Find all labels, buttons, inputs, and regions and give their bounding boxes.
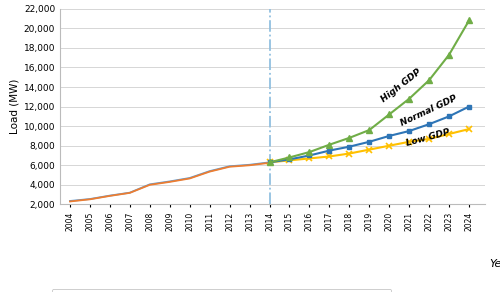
Forcased Peak Low [266, 161, 272, 164]
Peak using Model High [286, 156, 292, 159]
Peak using Model Normal [426, 122, 432, 126]
Peak using Model [246, 164, 252, 167]
Line: Peak using Model High: Peak using Model High [266, 18, 472, 165]
Forcased Peak Low [466, 127, 472, 131]
Text: Normal GDP: Normal GDP [399, 94, 458, 128]
Line: Peak using Model: Peak using Model [70, 163, 270, 201]
Legend: Peaks, Peak using Model, Forcased Peak Low, Peak using Model Normal, Peak using : Peaks, Peak using Model, Forcased Peak L… [52, 289, 392, 292]
Y-axis label: Load (MW): Load (MW) [10, 79, 20, 134]
Peaks [226, 164, 232, 168]
Peak using Model [67, 200, 73, 203]
Peak using Model [127, 191, 133, 194]
Peak using Model [87, 198, 93, 201]
Peaks [266, 161, 272, 164]
Peak using Model [147, 183, 153, 187]
Peak using Model Normal [366, 140, 372, 144]
Forcased Peak Low [326, 155, 332, 158]
Peak using Model High [406, 97, 412, 100]
Peak using Model [107, 194, 113, 198]
Peak using Model High [346, 136, 352, 140]
Forcased Peak Low [406, 140, 412, 144]
Peaks [206, 169, 212, 173]
Peak using Model [186, 177, 192, 180]
Peak using Model Normal [266, 161, 272, 164]
Peak using Model Normal [326, 149, 332, 152]
Text: Low GDP: Low GDP [405, 127, 451, 148]
Peak using Model Normal [466, 105, 472, 108]
Peak using Model [166, 180, 172, 184]
Peaks [107, 194, 113, 197]
Line: Forcased Peak Low: Forcased Peak Low [266, 126, 472, 165]
Forcased Peak Low [366, 148, 372, 151]
Peak using Model Normal [286, 158, 292, 161]
Peak using Model High [426, 79, 432, 82]
Peaks [147, 182, 153, 186]
Line: Peak using Model Normal: Peak using Model Normal [267, 104, 472, 165]
Peaks [87, 197, 93, 201]
Text: Year: Year [489, 259, 500, 269]
Peak using Model Normal [306, 154, 312, 157]
Peak using Model High [326, 143, 332, 147]
Peaks [127, 191, 133, 194]
Peaks [67, 199, 73, 203]
Peaks [246, 163, 252, 166]
Forcased Peak Low [426, 137, 432, 141]
Forcased Peak Low [386, 144, 392, 147]
Peak using Model Normal [346, 145, 352, 148]
Peak using Model High [446, 53, 452, 56]
Text: High GDP: High GDP [379, 67, 422, 104]
Peak using Model High [266, 161, 272, 164]
Peak using Model [226, 165, 232, 168]
Peak using Model High [306, 150, 312, 154]
Peak using Model [266, 161, 272, 165]
Forcased Peak Low [286, 159, 292, 162]
Peaks [186, 176, 192, 180]
Peak using Model High [386, 113, 392, 116]
Forcased Peak Low [446, 132, 452, 136]
Forcased Peak Low [306, 157, 312, 160]
Peak using Model Normal [406, 129, 412, 133]
Peak using Model Normal [446, 115, 452, 118]
Peak using Model High [366, 128, 372, 132]
Peak using Model High [466, 19, 472, 22]
Forcased Peak Low [346, 152, 352, 155]
Peaks [166, 180, 172, 183]
Peak using Model Normal [386, 134, 392, 138]
Peak using Model [206, 170, 212, 173]
Line: Peaks: Peaks [70, 162, 270, 201]
